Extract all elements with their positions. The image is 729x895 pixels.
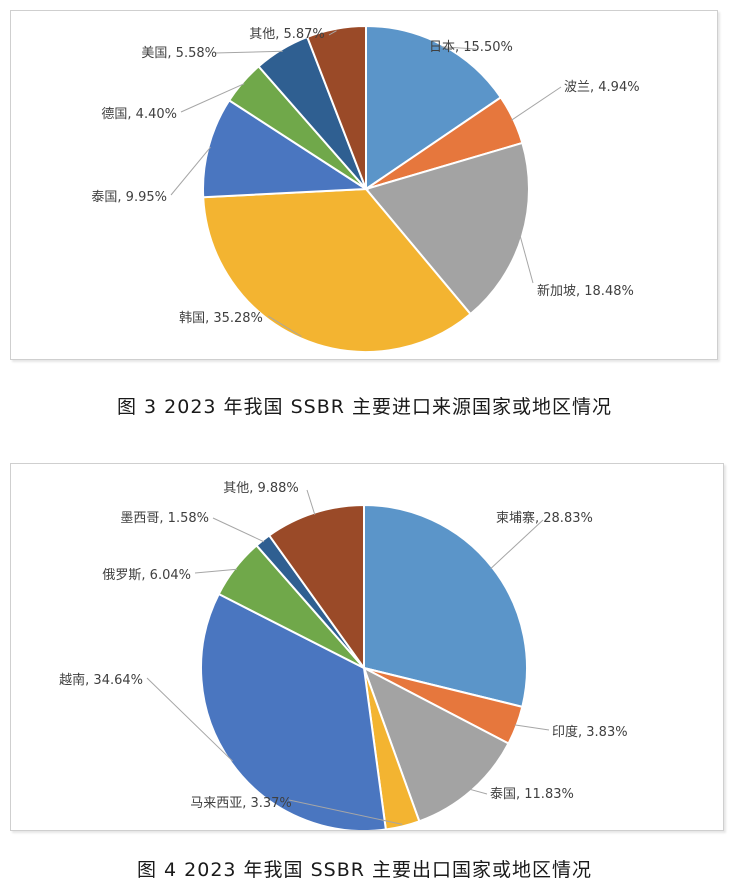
export-data-labels: 柬埔寨, 28.83% 印度, 3.83% 泰国, 11.83% 马来西亚, 3.37… bbox=[59, 481, 627, 811]
import-label-3: 韩国, 35.28% bbox=[179, 311, 263, 326]
import-chart-frame: 日本, 15.50% 波兰, 4.94% 新加坡, 18.48% 韩国, 35.28%… bbox=[10, 10, 718, 360]
export-leader-1 bbox=[514, 724, 550, 731]
import-data-labels: 日本, 15.50% 波兰, 4.94% 新加坡, 18.48% 韩国, 35.28%… bbox=[91, 27, 639, 326]
import-leader-7 bbox=[328, 30, 337, 36]
import-label-2: 新加坡, 18.48% bbox=[537, 283, 634, 299]
import-label-1: 波兰, 4.94% bbox=[564, 80, 640, 95]
export-label-2: 泰国, 11.83% bbox=[490, 787, 574, 802]
import-slice-7 bbox=[305, 24, 367, 190]
export-leader-lines bbox=[146, 489, 550, 825]
import-label-7: 其他, 5.87% bbox=[249, 27, 325, 42]
import-slice-0 bbox=[365, 24, 503, 191]
export-label-3: 马来西亚, 3.37% bbox=[190, 796, 292, 811]
export-slice-2 bbox=[362, 665, 510, 823]
import-slice-2 bbox=[364, 141, 530, 316]
export-leader-4 bbox=[146, 677, 234, 762]
export-leader-6 bbox=[212, 517, 265, 543]
export-chart-caption: 图 4 2023 年我国 SSBR 主要出口国家或地区情况 bbox=[137, 859, 592, 881]
export-leader-0 bbox=[490, 519, 544, 569]
import-leader-lines bbox=[170, 30, 562, 337]
export-label-7: 其他, 9.88% bbox=[223, 481, 299, 496]
import-leader-3 bbox=[267, 315, 302, 337]
import-leader-1 bbox=[511, 86, 562, 121]
export-leader-3 bbox=[288, 799, 403, 825]
export-slice-4 bbox=[200, 592, 387, 830]
import-pie-chart: 日本, 15.50% 波兰, 4.94% 新加坡, 18.48% 韩国, 35.28%… bbox=[91, 24, 640, 353]
import-label-5: 德国, 4.40% bbox=[101, 107, 177, 122]
export-pie-chart: 柬埔寨, 28.83% 印度, 3.83% 泰国, 11.83% 马来西亚, 3.37… bbox=[59, 481, 628, 830]
import-label-6: 美国, 5.58% bbox=[141, 46, 217, 61]
import-leader-4 bbox=[170, 146, 211, 196]
import-leader-5 bbox=[180, 83, 245, 113]
export-label-4: 越南, 34.64% bbox=[59, 672, 143, 688]
import-leader-0 bbox=[441, 46, 477, 50]
export-label-5: 俄罗斯, 6.04% bbox=[102, 568, 191, 583]
import-slice-4 bbox=[202, 98, 370, 199]
import-label-0: 日本, 15.50% bbox=[429, 40, 513, 55]
import-pie-slices bbox=[202, 24, 530, 353]
export-label-6: 墨西哥, 1.58% bbox=[120, 511, 209, 526]
import-label-4: 泰国, 9.95% bbox=[91, 190, 167, 205]
export-leader-2 bbox=[469, 788, 488, 795]
export-label-0: 柬埔寨, 28.83% bbox=[496, 510, 593, 526]
import-leader-2 bbox=[519, 235, 534, 284]
export-leader-5 bbox=[194, 568, 237, 574]
export-pie-slices bbox=[200, 503, 528, 830]
import-leader-6 bbox=[214, 50, 283, 54]
export-leader-7 bbox=[306, 489, 316, 515]
export-chart-frame: 柬埔寨, 28.83% 印度, 3.83% 泰国, 11.83% 马来西亚, 3.37… bbox=[10, 463, 724, 831]
import-slice-3 bbox=[202, 187, 472, 353]
export-label-1: 印度, 3.83% bbox=[552, 724, 628, 740]
import-chart-caption: 图 3 2023 年我国 SSBR 主要进口来源国家或地区情况 bbox=[117, 396, 612, 418]
